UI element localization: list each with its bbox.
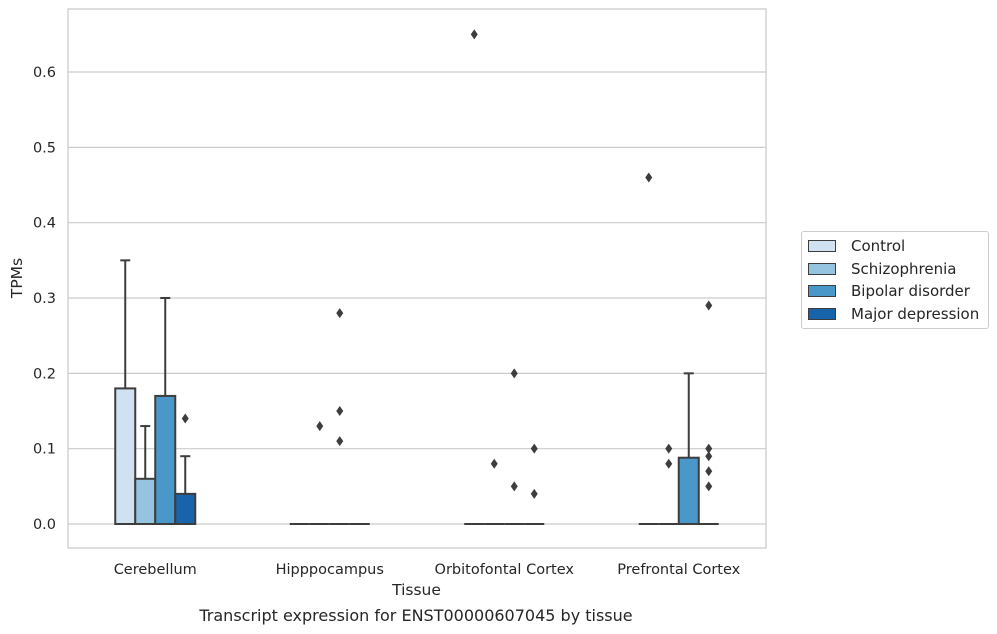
outlier-point: [665, 458, 673, 469]
x-tick-label: Hipppocampus: [276, 562, 384, 578]
outlier-point: [530, 488, 538, 499]
box-body: [174, 492, 197, 526]
box-body: [677, 456, 700, 525]
legend-swatch: [808, 262, 836, 275]
y-tick-labels: 0.0 0.1 0.2 0.3 0.4 0.5 0.6: [33, 65, 56, 533]
y-tick-label: 0.1: [33, 442, 56, 458]
outlier-point: [530, 443, 538, 454]
outlier-point: [705, 443, 713, 454]
legend-label: Schizophrenia: [851, 259, 957, 278]
box-body: [134, 477, 157, 525]
grid-lines: [68, 71, 766, 525]
outlier-point: [705, 300, 713, 311]
outlier-marks: [181, 29, 713, 499]
outlier-point: [181, 413, 189, 424]
outlier-point: [705, 481, 713, 492]
y-tick-label: 0.6: [33, 65, 56, 81]
y-tick-label: 0.3: [33, 291, 56, 307]
x-tick-label: Cerebellum: [114, 562, 197, 578]
legend-item: Schizophrenia: [802, 258, 988, 281]
x-axis-title: Tissue: [391, 581, 441, 599]
legend: Control Schizophrenia Bipolar disorder Majo…: [801, 231, 989, 329]
legend-label: Major depression: [851, 304, 980, 323]
outlier-point: [645, 172, 653, 183]
outlier-point: [705, 466, 713, 477]
x-tick-label: Prefrontal Cortex: [617, 562, 740, 578]
outlier-point: [316, 421, 324, 432]
plot-frame: [67, 8, 767, 549]
legend-item: Major depression: [802, 303, 988, 326]
outlier-point: [510, 481, 518, 492]
box-body: [154, 394, 177, 525]
y-tick-label: 0.2: [33, 366, 56, 382]
outlier-point: [470, 29, 478, 40]
outlier-point: [336, 436, 344, 447]
box-body: [114, 387, 137, 525]
legend-swatch: [808, 285, 836, 298]
x-tick-label: Orbitofontal Cortex: [435, 562, 575, 578]
legend-swatch: [808, 240, 836, 253]
outlier-point: [705, 451, 713, 462]
legend-swatch: [808, 307, 836, 320]
outlier-point: [336, 308, 344, 319]
legend-item: Control: [802, 235, 988, 258]
outlier-point: [665, 443, 673, 454]
legend-label: Bipolar disorder: [851, 282, 970, 301]
chart-caption: Transcript expression for ENST0000060704…: [199, 606, 633, 625]
outlier-point: [510, 368, 518, 379]
y-axis-title: TPMs: [8, 258, 26, 299]
outlier-point: [336, 406, 344, 417]
x-tick-labels: Cerebellum Hipppocampus Orbitofontal Corte…: [114, 562, 741, 578]
legend-label: Control: [851, 237, 906, 256]
y-tick-label: 0.4: [33, 216, 56, 232]
outlier-point: [490, 458, 498, 469]
y-tick-label: 0.0: [33, 517, 56, 533]
y-tick-label: 0.5: [33, 140, 56, 156]
legend-item: Bipolar disorder: [802, 280, 988, 303]
box-marks: [114, 259, 719, 526]
